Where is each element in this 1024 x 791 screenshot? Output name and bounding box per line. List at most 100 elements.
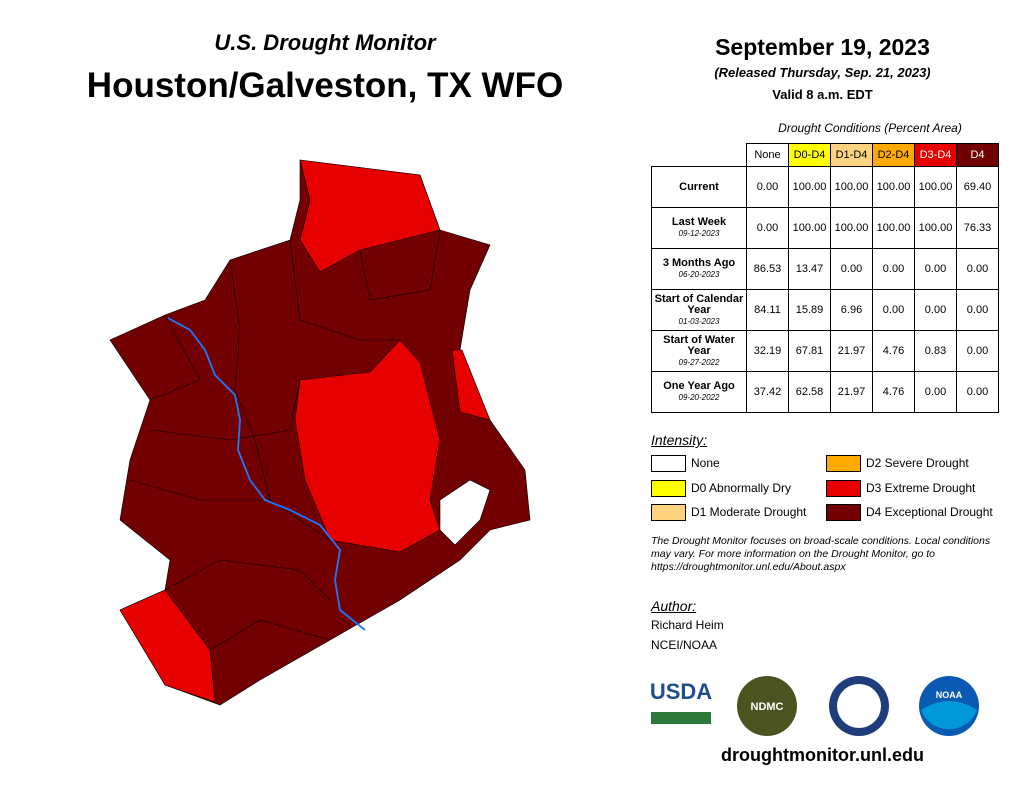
row-label: Start of Calendar Year 01-03-2023 xyxy=(651,289,747,331)
corner xyxy=(652,144,747,167)
table-caption: Drought Conditions (Percent Area) xyxy=(778,121,962,135)
legend-swatch xyxy=(826,504,861,521)
author-org: NCEI/NOAA xyxy=(651,638,718,652)
cell: 100.00 xyxy=(830,166,873,208)
cell: 21.97 xyxy=(830,330,873,372)
legend-swatch xyxy=(651,504,686,521)
cell: 0.00 xyxy=(914,371,957,413)
cell: 67.81 xyxy=(788,330,831,372)
row-label-text: Current xyxy=(679,180,719,193)
legend-label: D1 Moderate Drought xyxy=(691,505,807,519)
row-date: 09-20-2022 xyxy=(678,393,720,402)
row-label: One Year Ago 09-20-2022 xyxy=(651,371,747,413)
row-label-text: Start of Calendar Year xyxy=(654,292,744,316)
column-header: D2-D4 xyxy=(872,143,915,167)
cell: 100.00 xyxy=(914,166,957,208)
legend-swatch xyxy=(651,455,686,472)
cell: 100.00 xyxy=(872,166,915,208)
table-row: Start of Water Year 09-27-2022 32.19 67.81 2… xyxy=(651,330,999,372)
logo-text: USDA xyxy=(650,679,712,704)
table-row: 3 Months Ago 06-20-2023 86.53 13.47 0.00 0.00… xyxy=(651,248,999,290)
row-label: 3 Months Ago 06-20-2023 xyxy=(651,248,747,290)
row-label: Start of Water Year 09-27-2022 xyxy=(651,330,747,372)
cell: 13.47 xyxy=(788,248,831,290)
cell: 100.00 xyxy=(788,166,831,208)
legend-label: D4 Exceptional Drought xyxy=(866,505,993,519)
legend-label: D3 Extreme Drought xyxy=(866,481,976,495)
cell: 86.53 xyxy=(746,248,789,290)
note: The Drought Monitor focuses on broad-sca… xyxy=(651,535,991,573)
subtitle: U.S. Drought Monitor xyxy=(214,30,436,55)
logo-text: NOAA xyxy=(936,690,963,700)
cell: 6.96 xyxy=(830,289,873,331)
row-label-text: Last Week xyxy=(671,216,727,228)
row-label-text: One Year Ago xyxy=(663,380,735,392)
column-header: None xyxy=(746,143,789,167)
cell: 0.00 xyxy=(956,330,999,372)
cell: 0.00 xyxy=(872,289,915,331)
cell: 21.97 xyxy=(830,371,873,413)
cell: 84.11 xyxy=(746,289,789,331)
cell: 15.89 xyxy=(788,289,831,331)
legend-swatch xyxy=(826,455,861,472)
cell: 0.00 xyxy=(956,371,999,413)
cell: 100.00 xyxy=(788,207,831,249)
table-row: Start of Calendar Year 01-03-2023 84.11 15.… xyxy=(651,289,999,331)
cell: 32.19 xyxy=(746,330,789,372)
logo-text: NDMC xyxy=(751,701,784,713)
cell: 69.40 xyxy=(956,166,999,208)
legend-label: D2 Severe Drought xyxy=(866,456,969,470)
cell: 100.00 xyxy=(830,207,873,249)
ndmc-logo xyxy=(737,676,797,736)
cell: 37.42 xyxy=(746,371,789,413)
author-name: Richard Heim xyxy=(651,618,724,632)
usda-bar xyxy=(651,712,711,724)
author-title: Author: xyxy=(651,598,697,614)
cell: 0.00 xyxy=(872,248,915,290)
cell: 100.00 xyxy=(872,207,915,249)
table-row: Last Week 09-12-2023 0.00 100.00 100.00 100.0… xyxy=(651,207,999,249)
cell: 0.00 xyxy=(830,248,873,290)
column-header: D4 xyxy=(956,143,999,167)
row-label-text: Start of Water Year xyxy=(663,333,735,357)
conditions-table: None D0-D4 D1-D4 D2-D4 D3-D4 D4 Current 0.00 100… xyxy=(651,143,999,413)
legend-swatch xyxy=(651,480,686,497)
date: September 19, 2023 xyxy=(715,34,930,60)
row-date: 01-03-2023 xyxy=(678,316,720,326)
column-header: D3-D4 xyxy=(914,143,957,167)
cell: 0.00 xyxy=(956,248,999,290)
doc-logo-inner xyxy=(837,684,881,728)
column-header: D0-D4 xyxy=(788,143,831,167)
row-label: Last Week 09-12-2023 xyxy=(651,207,747,249)
legend-swatch xyxy=(826,480,861,497)
table-row: One Year Ago 09-20-2022 37.42 62.58 21.97 4.7… xyxy=(651,371,999,413)
row-label-text: 3 Months Ago xyxy=(662,257,736,269)
released: (Released Thursday, Sep. 21, 2023) xyxy=(714,65,931,80)
url: droughtmonitor.unl.edu xyxy=(721,745,924,765)
row-label: Current xyxy=(651,166,747,208)
title: Houston/Galveston, TX WFO xyxy=(86,66,564,105)
map xyxy=(109,159,531,706)
cell: 0.00 xyxy=(956,289,999,331)
cell: 0.00 xyxy=(914,289,957,331)
cell: 0.00 xyxy=(746,166,789,208)
cell: 0.00 xyxy=(914,248,957,290)
header-row: None D0-D4 D1-D4 D2-D4 D3-D4 D4 xyxy=(652,143,999,167)
cell: 4.76 xyxy=(872,330,915,372)
cell: 0.83 xyxy=(914,330,957,372)
cell: 76.33 xyxy=(956,207,999,249)
cell: 100.00 xyxy=(914,207,957,249)
legend-label: None xyxy=(691,456,720,470)
legend-label: D0 Abnormally Dry xyxy=(691,481,792,495)
row-date: 09-12-2023 xyxy=(678,229,720,238)
cell: 0.00 xyxy=(746,207,789,249)
legend-title: Intensity: xyxy=(651,432,708,448)
valid: Valid 8 a.m. EDT xyxy=(772,87,873,102)
cell: 62.58 xyxy=(788,371,831,413)
column-header: D1-D4 xyxy=(830,143,873,167)
logos: USDA NDMC NOAA xyxy=(650,676,979,736)
cell: 4.76 xyxy=(872,371,915,413)
row-date: 09-27-2022 xyxy=(678,357,720,367)
table-row: Current 0.00 100.00 100.00 100.00 100.00 69.40 xyxy=(651,166,999,208)
